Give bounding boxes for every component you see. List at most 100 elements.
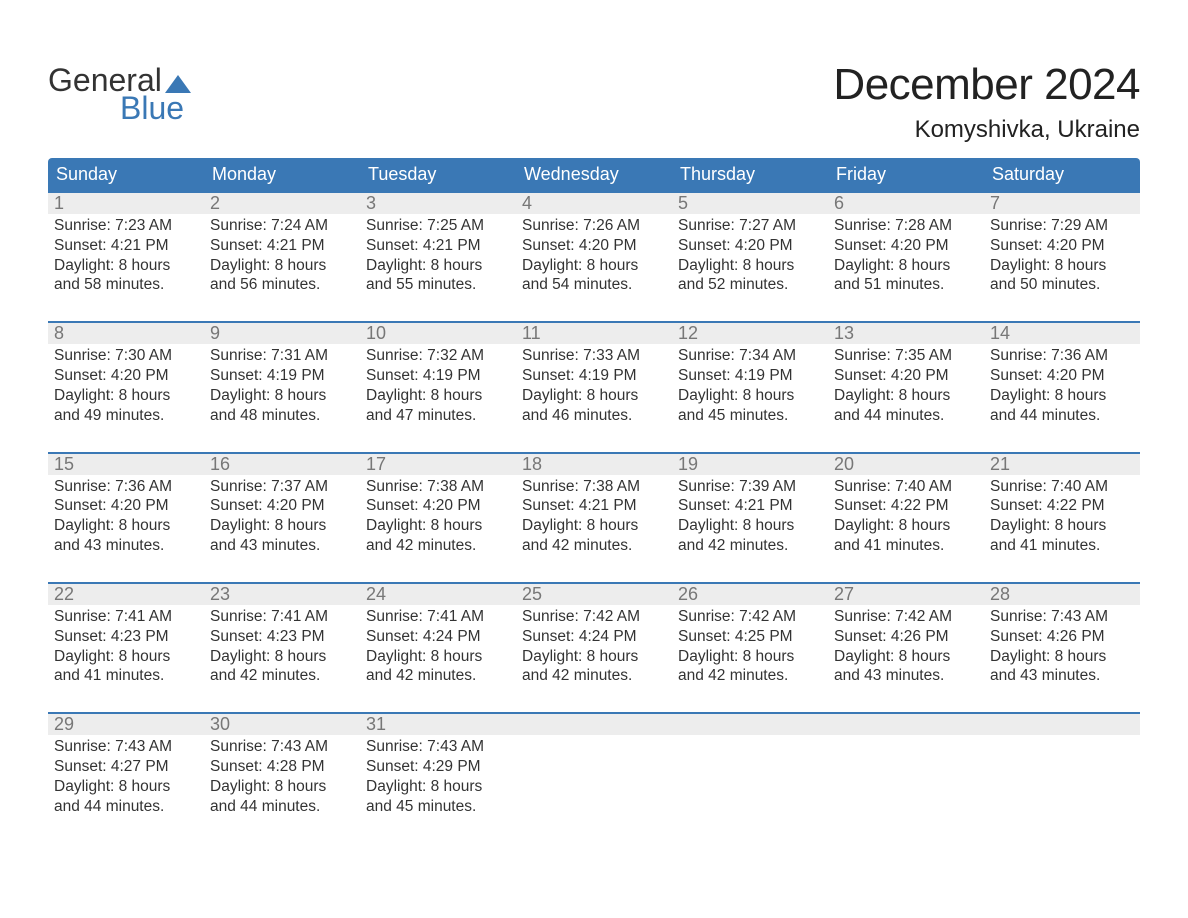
day-content: Sunrise: 7:41 AMSunset: 4:23 PMDaylight:… [206,607,352,686]
day-cell: 21Sunrise: 7:40 AMSunset: 4:22 PMDayligh… [984,454,1140,562]
sunset-text: Sunset: 4:20 PM [834,236,976,256]
day-number-row: 11 [516,323,672,344]
day-cell: 31Sunrise: 7:43 AMSunset: 4:29 PMDayligh… [360,714,516,822]
day-content: Sunrise: 7:35 AMSunset: 4:20 PMDaylight:… [830,346,976,425]
day-number-row: 6 [828,193,984,214]
day-number: 16 [210,454,230,474]
day-content: Sunrise: 7:38 AMSunset: 4:20 PMDaylight:… [362,477,508,556]
day-cell: 30Sunrise: 7:43 AMSunset: 4:28 PMDayligh… [204,714,360,822]
daylight-text-2: and 42 minutes. [678,666,820,686]
logo-text-blue: Blue [48,90,184,127]
day-cell: 15Sunrise: 7:36 AMSunset: 4:20 PMDayligh… [48,454,204,562]
day-number-row: 1 [48,193,204,214]
day-content: Sunrise: 7:27 AMSunset: 4:20 PMDaylight:… [674,216,820,295]
sunset-text: Sunset: 4:22 PM [834,496,976,516]
day-number-row: 7 [984,193,1140,214]
day-number: 21 [990,454,1010,474]
day-cell: 22Sunrise: 7:41 AMSunset: 4:23 PMDayligh… [48,584,204,692]
daylight-text: Daylight: 8 hours [678,256,820,276]
sunset-text: Sunset: 4:22 PM [990,496,1132,516]
day-number: 26 [678,584,698,604]
day-content: Sunrise: 7:43 AMSunset: 4:26 PMDaylight:… [986,607,1132,686]
daylight-text-2: and 46 minutes. [522,406,664,426]
sunset-text: Sunset: 4:26 PM [990,627,1132,647]
day-number: 2 [210,193,220,213]
daylight-text: Daylight: 8 hours [990,386,1132,406]
day-number: 28 [990,584,1010,604]
day-content: Sunrise: 7:34 AMSunset: 4:19 PMDaylight:… [674,346,820,425]
day-content: Sunrise: 7:25 AMSunset: 4:21 PMDaylight:… [362,216,508,295]
day-cell: 16Sunrise: 7:37 AMSunset: 4:20 PMDayligh… [204,454,360,562]
day-content: Sunrise: 7:43 AMSunset: 4:27 PMDaylight:… [50,737,196,816]
day-cell: 25Sunrise: 7:42 AMSunset: 4:24 PMDayligh… [516,584,672,692]
daylight-text-2: and 41 minutes. [54,666,196,686]
day-number-row: 29 [48,714,204,735]
sunset-text: Sunset: 4:21 PM [366,236,508,256]
day-number-row: 28 [984,584,1140,605]
daylight-text: Daylight: 8 hours [834,516,976,536]
day-cell: 23 Sunrise: 7:41 AMSunset: 4:23 PMDayligh… [204,584,360,692]
sunset-text: Sunset: 4:19 PM [366,366,508,386]
day-number: 9 [210,323,220,343]
week-row: 1Sunrise: 7:23 AMSunset: 4:21 PMDaylight… [48,191,1140,301]
day-cell: 20Sunrise: 7:40 AMSunset: 4:22 PMDayligh… [828,454,984,562]
day-content: Sunrise: 7:41 AMSunset: 4:24 PMDaylight:… [362,607,508,686]
day-cell: 13 Sunrise: 7:35 AMSunset: 4:20 PMDayligh… [828,323,984,431]
sunset-text: Sunset: 4:20 PM [210,496,352,516]
day-number: 22 [54,584,74,604]
daylight-text: Daylight: 8 hours [210,777,352,797]
day-cell: 6Sunrise: 7:28 AMSunset: 4:20 PMDaylight… [828,193,984,301]
day-content: Sunrise: 7:29 AMSunset: 4:20 PMDaylight:… [986,216,1132,295]
sunset-text: Sunset: 4:20 PM [522,236,664,256]
day-number: 11 [522,323,541,343]
day-number: 25 [522,584,542,604]
sunrise-text: Sunrise: 7:38 AM [522,477,664,497]
day-number-row: 23 [204,584,360,605]
daylight-text: Daylight: 8 hours [54,647,196,667]
day-number-row: 5 [672,193,828,214]
daylight-text-2: and 41 minutes. [990,536,1132,556]
sunset-text: Sunset: 4:19 PM [522,366,664,386]
weekday-header: SundayMondayTuesdayWednesdayThursdayFrid… [48,158,1140,191]
day-number-row: 26 [672,584,828,605]
sunrise-text: Sunrise: 7:42 AM [678,607,820,627]
daylight-text-2: and 56 minutes. [210,275,352,295]
day-number: 13 [834,323,854,343]
sunrise-text: Sunrise: 7:28 AM [834,216,976,236]
day-cell: 1Sunrise: 7:23 AMSunset: 4:21 PMDaylight… [48,193,204,301]
daylight-text-2: and 52 minutes. [678,275,820,295]
week-row: 15Sunrise: 7:36 AMSunset: 4:20 PMDayligh… [48,452,1140,562]
daylight-text: Daylight: 8 hours [678,647,820,667]
week-row: 8Sunrise: 7:30 AMSunset: 4:20 PMDaylight… [48,321,1140,431]
daylight-text-2: and 43 minutes. [54,536,196,556]
day-number-row: 16 [204,454,360,475]
sunrise-text: Sunrise: 7:35 AM [834,346,976,366]
weekday-label: Saturday [984,158,1140,191]
sunset-text: Sunset: 4:25 PM [678,627,820,647]
daylight-text-2: and 42 minutes. [522,536,664,556]
day-number-row: 3 [360,193,516,214]
day-number-row: 13 [828,323,984,344]
daylight-text-2: and 50 minutes. [990,275,1132,295]
day-number: 12 [678,323,698,343]
sunrise-text: Sunrise: 7:41 AM [54,607,196,627]
day-number: 10 [366,323,386,343]
day-content: Sunrise: 7:42 AMSunset: 4:25 PMDaylight:… [674,607,820,686]
day-number: 23 [210,584,230,604]
day-number: 14 [990,323,1010,343]
sunset-text: Sunset: 4:19 PM [210,366,352,386]
daylight-text: Daylight: 8 hours [834,647,976,667]
day-cell: 9Sunrise: 7:31 AMSunset: 4:19 PMDaylight… [204,323,360,431]
day-number: 30 [210,714,230,734]
daylight-text: Daylight: 8 hours [210,516,352,536]
day-content: Sunrise: 7:23 AMSunset: 4:21 PMDaylight:… [50,216,196,295]
day-number: 18 [522,454,542,474]
day-number: 17 [366,454,386,474]
sunset-text: Sunset: 4:24 PM [522,627,664,647]
day-cell-empty: . [984,714,1140,822]
day-number: 15 [54,454,74,474]
day-number-row: 22 [48,584,204,605]
day-cell: 12 Sunrise: 7:34 AMSunset: 4:19 PMDayligh… [672,323,828,431]
daylight-text-2: and 49 minutes. [54,406,196,426]
daylight-text-2: and 42 minutes. [366,666,508,686]
